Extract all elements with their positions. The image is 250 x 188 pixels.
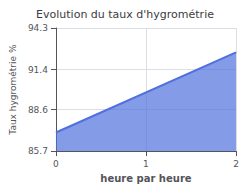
svg-text:Evolution du taux d'hygrométri: Evolution du taux d'hygrométrie [36,8,214,21]
svg-text:1: 1 [143,159,149,169]
svg-text:0: 0 [53,159,59,169]
svg-text:88.6: 88.6 [28,105,48,115]
svg-text:Taux hygrométrie %: Taux hygrométrie % [8,44,18,136]
svg-text:2: 2 [233,159,239,169]
svg-text:heure par heure: heure par heure [100,173,191,184]
svg-text:94.3: 94.3 [28,23,48,33]
svg-text:85.7: 85.7 [28,146,48,156]
svg-text:91.4: 91.4 [28,65,48,75]
